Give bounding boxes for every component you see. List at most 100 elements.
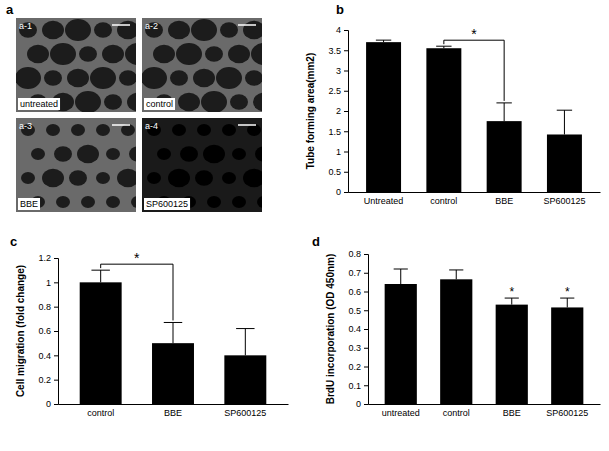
bar bbox=[224, 355, 266, 404]
image-tag: a-2 bbox=[145, 21, 158, 31]
tick-mark bbox=[54, 355, 58, 356]
image-feature bbox=[119, 70, 136, 85]
image-feature bbox=[104, 94, 122, 109]
bar bbox=[496, 305, 528, 404]
y-tick: 0.2 bbox=[38, 375, 58, 385]
image-feature bbox=[131, 196, 136, 208]
error-stem bbox=[456, 270, 457, 279]
tick-label: 1.2 bbox=[38, 253, 51, 263]
bar bbox=[487, 121, 522, 192]
image-feature bbox=[94, 22, 112, 37]
tick-label: BBE bbox=[503, 408, 521, 418]
error-cap bbox=[91, 270, 109, 271]
image-feature bbox=[216, 67, 242, 89]
image-feature bbox=[16, 67, 41, 89]
tick-label: 0.8 bbox=[38, 302, 51, 312]
y-tick: 0.5 bbox=[328, 167, 348, 177]
image-feature bbox=[255, 146, 262, 161]
image-feature bbox=[178, 93, 200, 112]
tick-mark bbox=[54, 307, 58, 308]
error-stem bbox=[245, 329, 246, 356]
y-tick: 0.7 bbox=[348, 268, 368, 278]
tick-label: 0.4 bbox=[38, 351, 51, 361]
image-feature bbox=[42, 21, 64, 40]
image-feature bbox=[56, 196, 70, 208]
micrograph: a-4SP600125 bbox=[142, 118, 273, 212]
background bbox=[0, 0, 609, 451]
tick-label: 1.5 bbox=[328, 127, 341, 137]
caption-box bbox=[18, 98, 60, 110]
bar bbox=[426, 48, 461, 192]
image-feature bbox=[257, 196, 262, 208]
caption-box bbox=[144, 98, 175, 110]
tick-label: SP600125 bbox=[546, 408, 588, 418]
scale-bar bbox=[238, 24, 256, 26]
image-feature bbox=[247, 124, 261, 136]
image-feature bbox=[176, 43, 202, 65]
image-tag: a-3 bbox=[19, 121, 32, 131]
panel-label: c bbox=[10, 234, 17, 249]
y-tick: 0 bbox=[46, 399, 58, 409]
image-feature bbox=[168, 21, 190, 40]
error-bar bbox=[496, 103, 511, 121]
tick-mark bbox=[364, 292, 368, 293]
bar bbox=[152, 343, 194, 404]
image-feature bbox=[230, 94, 248, 109]
image-feature bbox=[117, 21, 136, 40]
image-feature bbox=[168, 169, 190, 188]
image-feature bbox=[207, 196, 221, 208]
tick-label: control bbox=[87, 408, 114, 418]
tick-label: SP600125 bbox=[543, 196, 585, 206]
tick-label: 0 bbox=[46, 399, 51, 409]
error-bar bbox=[560, 298, 574, 307]
tick-label: control bbox=[430, 196, 457, 206]
figure: aa-1untreateda-2controla-3BBEa-4SP600125… bbox=[0, 0, 609, 451]
image-feature bbox=[125, 43, 136, 65]
panel-label: a bbox=[6, 2, 14, 17]
scale-bar bbox=[112, 124, 130, 126]
tick-label: 0.5 bbox=[348, 306, 361, 316]
caption-box bbox=[18, 198, 40, 210]
image-feature bbox=[142, 67, 167, 89]
bar bbox=[440, 279, 472, 404]
error-stem bbox=[504, 103, 505, 121]
y-tick: 4 bbox=[336, 25, 348, 35]
y-tick: 0.4 bbox=[38, 351, 58, 361]
image-feature bbox=[127, 93, 136, 112]
tick-label: SP600125 bbox=[224, 408, 266, 418]
image-texture bbox=[142, 19, 262, 112]
image-feature bbox=[96, 172, 110, 184]
image-feature bbox=[117, 169, 136, 188]
image-texture bbox=[21, 124, 136, 208]
error-bar bbox=[164, 322, 182, 343]
tick-mark bbox=[344, 111, 348, 112]
tick-mark bbox=[364, 254, 368, 255]
image-feature bbox=[220, 22, 238, 37]
image-feature bbox=[197, 124, 211, 136]
tick-label: 0.6 bbox=[348, 287, 361, 297]
x-axis: control BBE SP600125 bbox=[59, 405, 289, 419]
image-feature bbox=[172, 124, 186, 136]
x-tick: control bbox=[87, 408, 114, 418]
image-feature bbox=[27, 45, 49, 64]
image-field bbox=[142, 118, 262, 212]
y-tick: 1 bbox=[336, 147, 348, 157]
scale-bar bbox=[238, 124, 256, 126]
image-feature bbox=[129, 146, 136, 161]
panel-label: b bbox=[336, 2, 344, 17]
tick-label: untreated bbox=[382, 408, 420, 418]
tick-label: 0.2 bbox=[348, 362, 361, 372]
image-feature bbox=[102, 45, 124, 64]
bar bbox=[551, 307, 583, 404]
x-tick: SP600125 bbox=[224, 408, 266, 418]
y-tick: 0.6 bbox=[348, 287, 368, 297]
image-feature bbox=[77, 145, 99, 164]
image-feature bbox=[50, 43, 76, 65]
significance-mark: * bbox=[134, 250, 140, 266]
image-feature bbox=[67, 69, 89, 88]
image-texture bbox=[147, 124, 262, 208]
image-feature bbox=[170, 70, 188, 85]
y-tick: 0.8 bbox=[38, 302, 58, 312]
x-tick: BBE bbox=[164, 408, 182, 418]
bar-chart: d00.10.20.30.40.50.60.70.8untreatedcontr… bbox=[312, 234, 601, 418]
